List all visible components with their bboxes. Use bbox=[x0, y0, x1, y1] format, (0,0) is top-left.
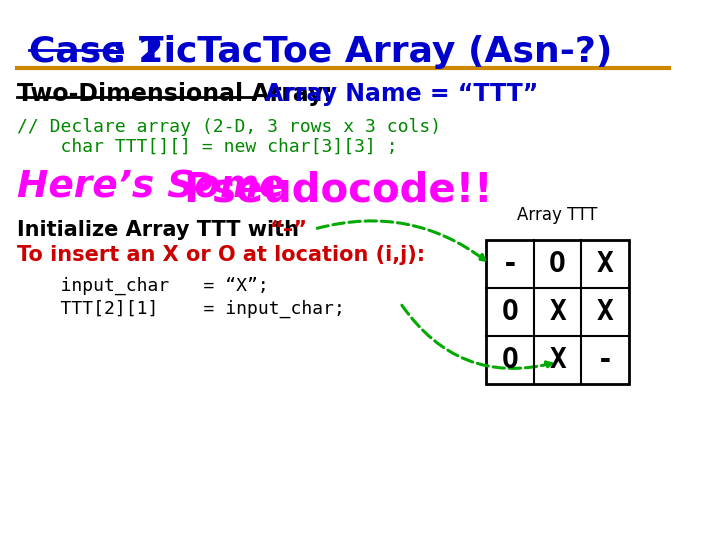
Text: Array TTT: Array TTT bbox=[518, 206, 598, 224]
Text: O: O bbox=[502, 298, 518, 326]
Text: = “X”;: = “X”; bbox=[160, 277, 269, 295]
Text: X: X bbox=[549, 346, 566, 374]
Text: TTT[2][1]: TTT[2][1] bbox=[17, 300, 158, 318]
Bar bbox=[486, 240, 629, 384]
Text: Pseudocode!!: Pseudocode!! bbox=[183, 170, 492, 210]
Text: X: X bbox=[597, 250, 613, 278]
Text: // Declare array (2-D, 3 rows x 3 cols): // Declare array (2-D, 3 rows x 3 cols) bbox=[17, 118, 441, 136]
Text: Array Name = “TTT”: Array Name = “TTT” bbox=[265, 82, 538, 106]
Text: char TTT[][] = new char[3][3] ;: char TTT[][] = new char[3][3] ; bbox=[17, 138, 397, 156]
Text: -: - bbox=[597, 346, 613, 374]
Text: Here’s Some: Here’s Some bbox=[17, 170, 297, 206]
Text: : TicTacToe Array (Asn-?): : TicTacToe Array (Asn-?) bbox=[112, 35, 613, 69]
Text: -: - bbox=[502, 250, 518, 278]
Text: X: X bbox=[597, 298, 613, 326]
Text: Initialize Array TTT with: Initialize Array TTT with bbox=[17, 220, 307, 240]
Text: O: O bbox=[502, 346, 518, 374]
Text: = input_char;: = input_char; bbox=[160, 300, 345, 318]
Text: X: X bbox=[549, 298, 566, 326]
Text: input_char: input_char bbox=[17, 277, 169, 295]
Text: “–”: “–” bbox=[270, 220, 307, 240]
Text: To insert an X or O at location (i,j):: To insert an X or O at location (i,j): bbox=[17, 245, 426, 265]
Text: O: O bbox=[549, 250, 566, 278]
Text: Two-Dimensional Array:: Two-Dimensional Array: bbox=[17, 82, 333, 106]
Text: Case 2: Case 2 bbox=[29, 35, 163, 69]
